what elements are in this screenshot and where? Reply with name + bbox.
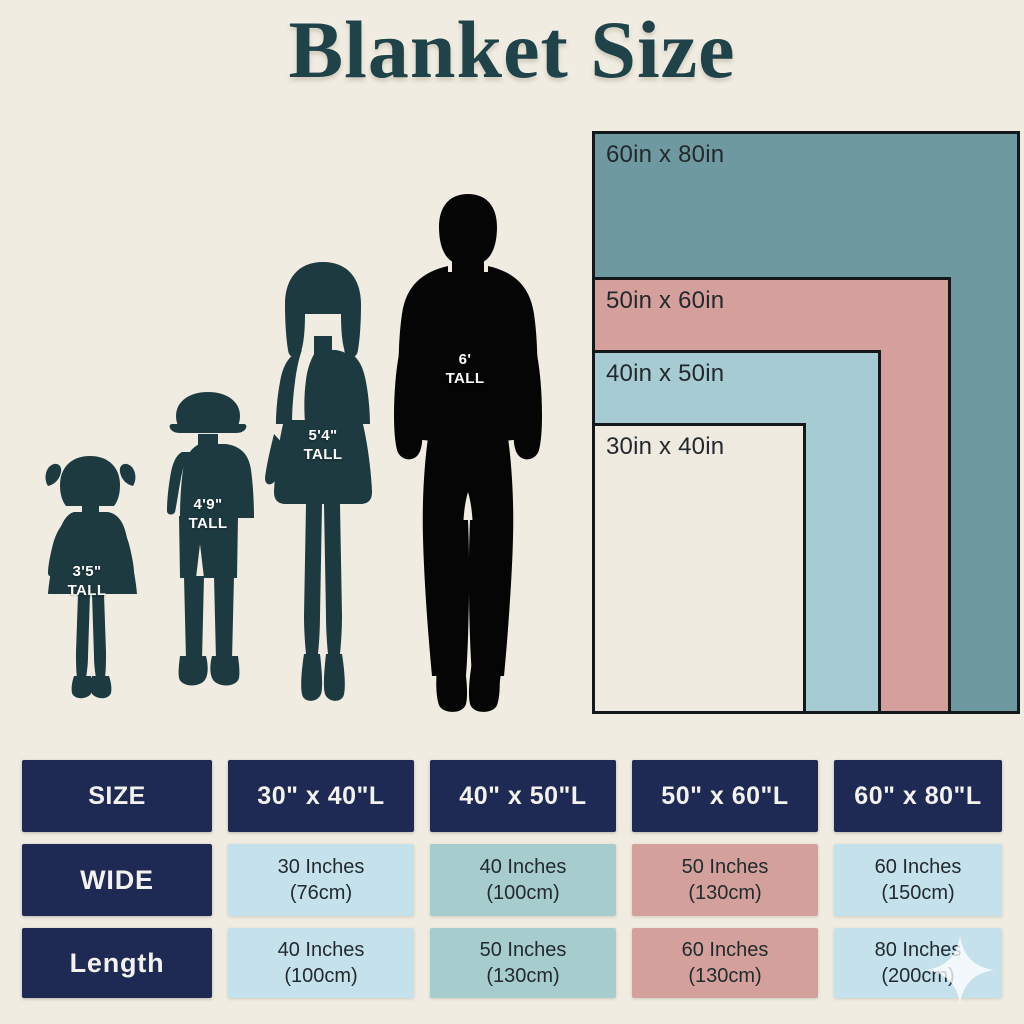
table-cell-length-60x80: 80 Inches (200cm) bbox=[834, 928, 1002, 998]
boy-silhouette bbox=[167, 392, 254, 686]
table-rowhead-length: Length bbox=[22, 928, 212, 998]
blanket-label-60x80: 60in x 80in bbox=[606, 141, 725, 168]
man-silhouette bbox=[394, 194, 542, 712]
table-cell-length-30x40: 40 Inches (100cm) bbox=[228, 928, 414, 998]
table-col-header-40x50: 40" x 50"L bbox=[430, 760, 616, 832]
table-header-size: SIZE bbox=[22, 760, 212, 832]
figure-girl: 3'5" TALL bbox=[28, 450, 153, 710]
table-cell-wide-50x60: 50 Inches (130cm) bbox=[632, 844, 818, 916]
figure-man: 6' TALL bbox=[378, 190, 558, 712]
table-cell-wide-60x80: 60 Inches (150cm) bbox=[834, 844, 1002, 916]
blanket-label-40x50: 40in x 50in bbox=[606, 360, 725, 387]
table-rowhead-wide: WIDE bbox=[22, 844, 212, 916]
blanket-rect-30x40[interactable]: 30in x 40in bbox=[592, 423, 806, 714]
table-col-header-30x40: 30" x 40"L bbox=[228, 760, 414, 832]
figure-woman: 5'4" TALL bbox=[258, 258, 388, 710]
table-col-header-50x60: 50" x 60"L bbox=[632, 760, 818, 832]
table-cell-length-40x50: 50 Inches (130cm) bbox=[430, 928, 616, 998]
table-col-header-60x80: 60" x 80"L bbox=[834, 760, 1002, 832]
figure-boy: 4'9" TALL bbox=[148, 390, 268, 710]
table-cell-wide-30x40: 30 Inches (76cm) bbox=[228, 844, 414, 916]
page-title: Blanket Size bbox=[287, 3, 736, 97]
blanket-label-50x60: 50in x 60in bbox=[606, 287, 725, 314]
table-cell-wide-40x50: 40 Inches (100cm) bbox=[430, 844, 616, 916]
girl-silhouette bbox=[45, 456, 137, 699]
blanket-label-30x40: 30in x 40in bbox=[606, 433, 725, 460]
woman-silhouette bbox=[265, 262, 372, 701]
table-cell-length-50x60: 60 Inches (130cm) bbox=[632, 928, 818, 998]
